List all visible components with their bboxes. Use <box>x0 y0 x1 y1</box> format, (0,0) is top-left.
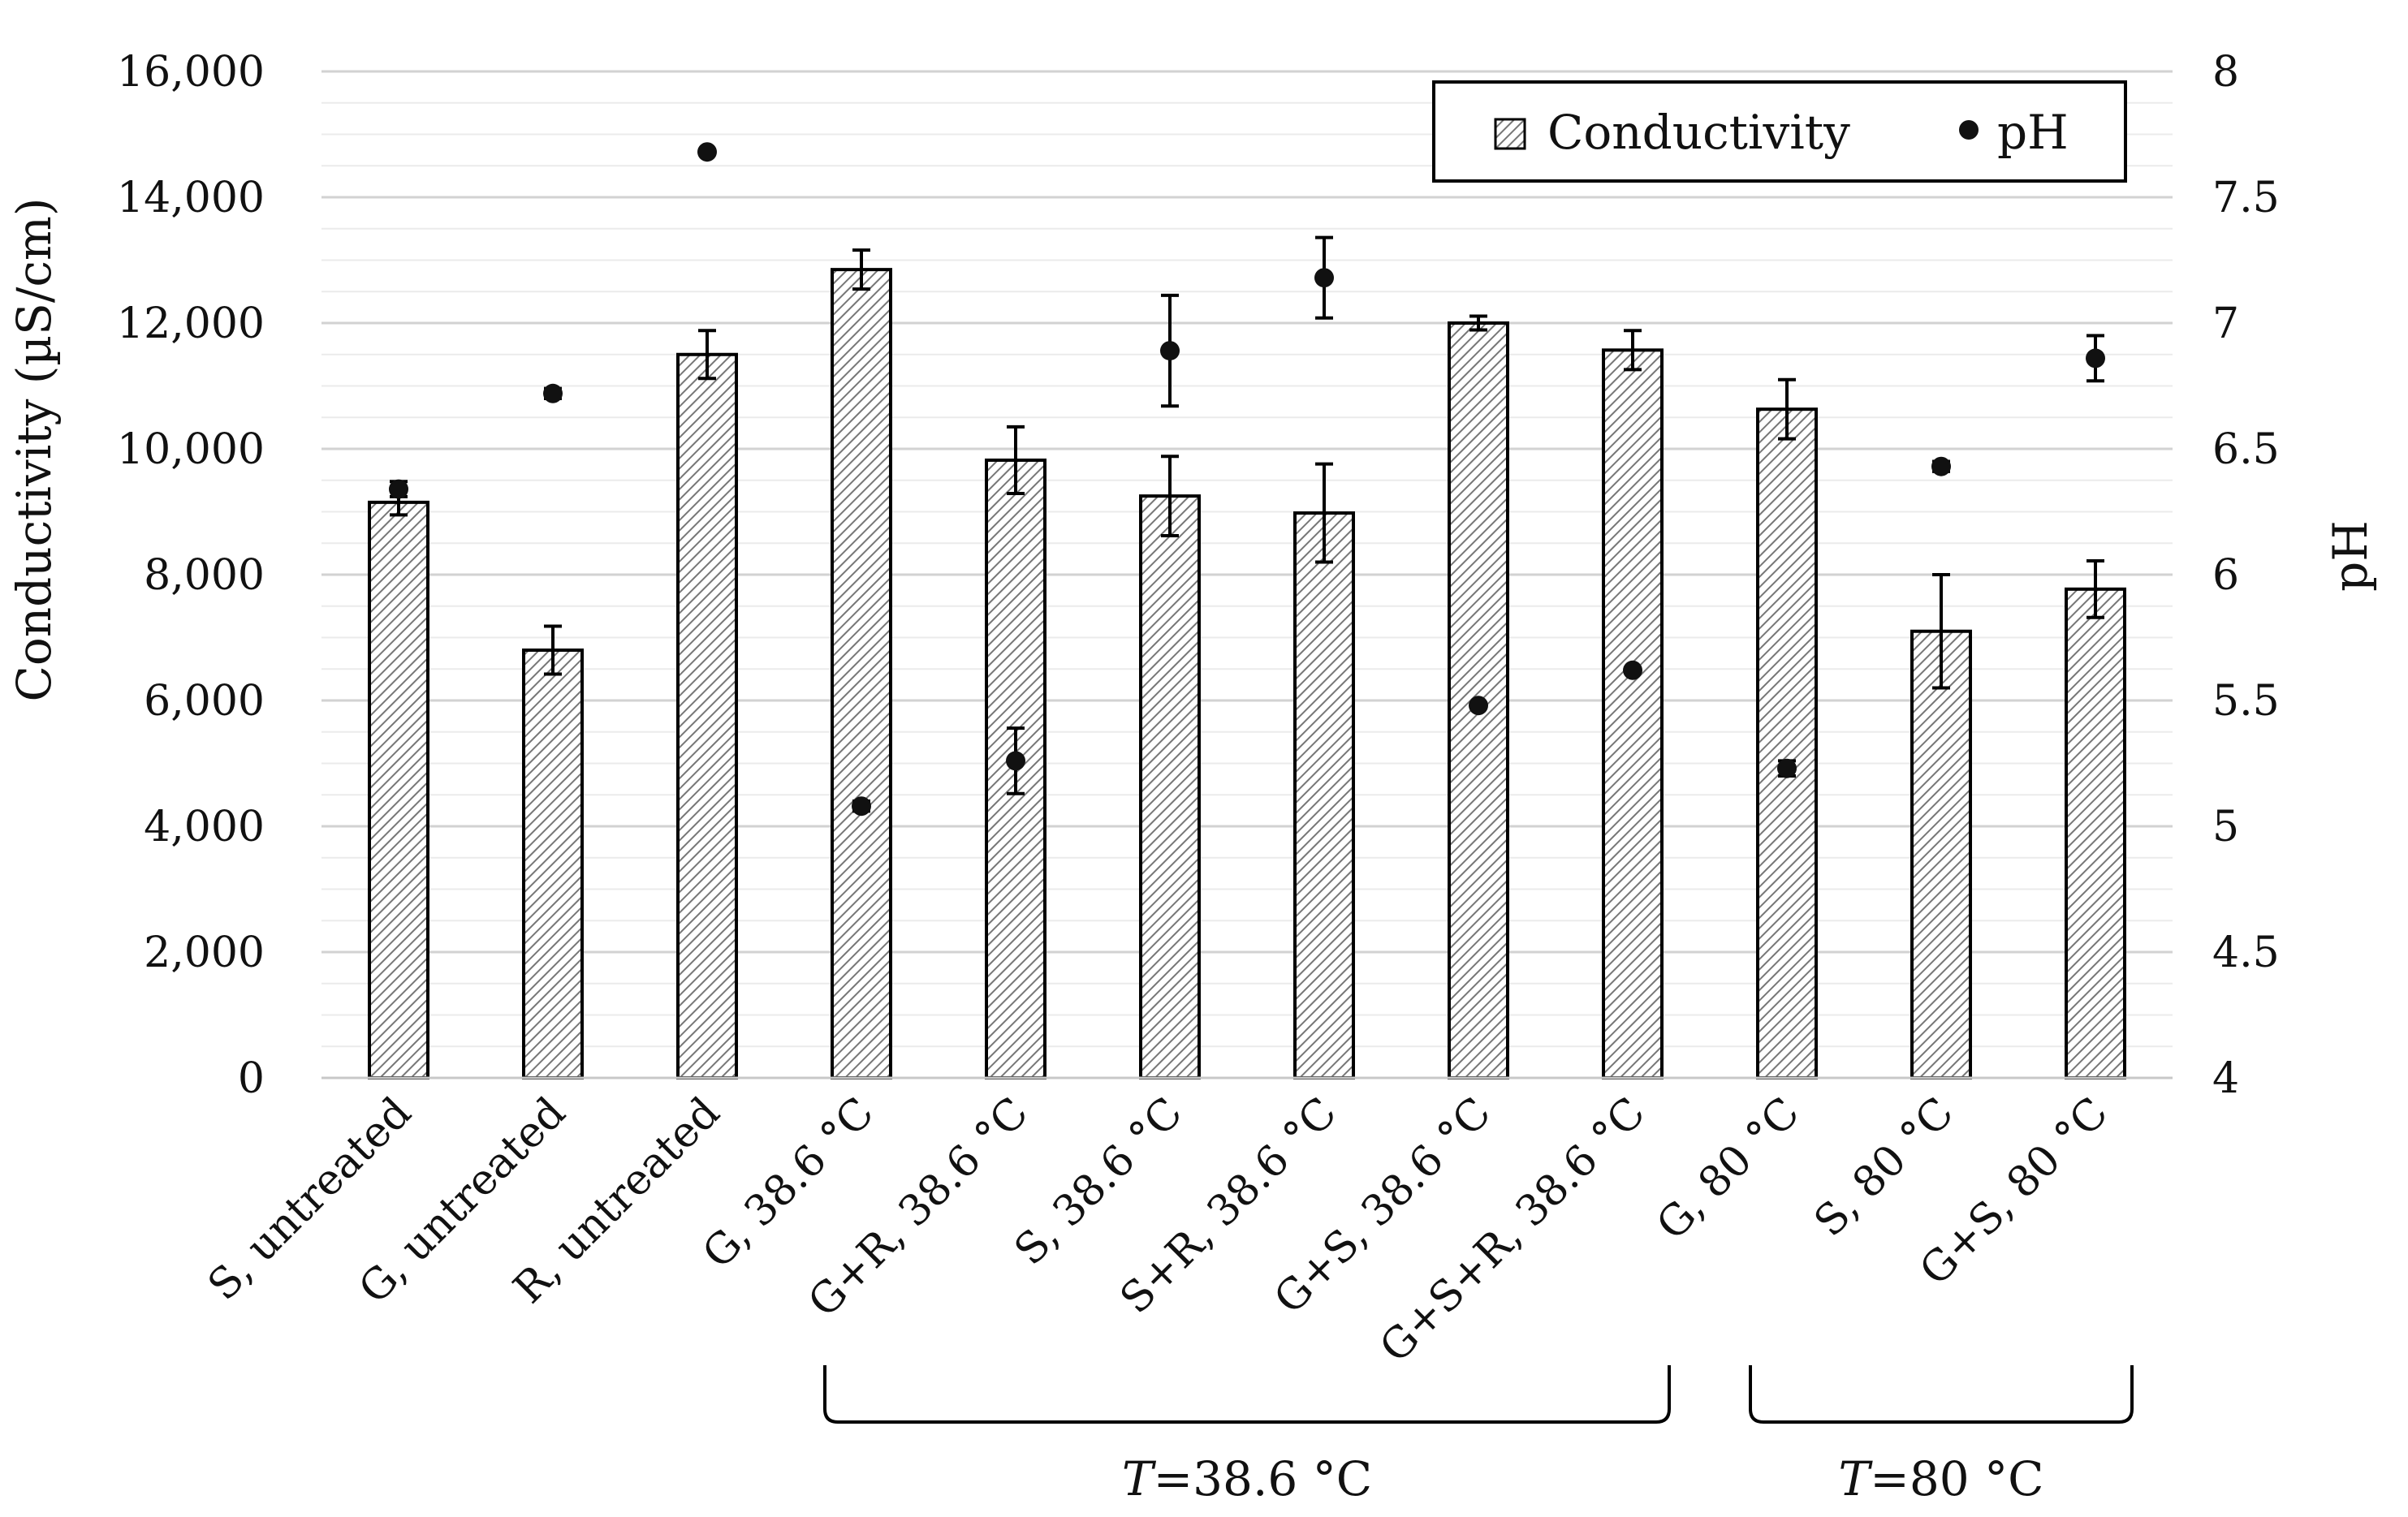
ph-point <box>2086 348 2105 368</box>
conductivity-error-bar <box>1778 377 1796 441</box>
ph-point <box>1931 456 1951 476</box>
legend-box <box>1432 80 2127 183</box>
ph-point <box>1160 341 1180 361</box>
y-tick-label: 12,000 <box>117 300 265 348</box>
conductivity-error-bar <box>544 624 562 676</box>
legend: Conductivity pH <box>1432 80 2127 183</box>
x-tick-label: G, 80 °C <box>1647 1088 1809 1250</box>
ph-point <box>1623 660 1642 680</box>
gridlines <box>321 70 2173 1048</box>
conductivity-error-bar <box>1624 329 1642 372</box>
conductivity-error-bar <box>2087 558 2104 619</box>
y2-tick-label: 5 <box>2212 803 2239 851</box>
x-tick-label: S, 80 °C <box>1806 1088 1964 1247</box>
bar-series <box>368 248 2126 1080</box>
conductivity-bar <box>1293 511 1355 1080</box>
legend-ph-marker <box>1959 120 1979 140</box>
group-bracket <box>823 1365 1671 1424</box>
conductivity-error-bar <box>852 248 870 291</box>
legend-ph-label: pH <box>1997 105 2069 160</box>
group-bracket <box>1749 1365 2134 1424</box>
y2-tick-label: 4 <box>2212 1054 2239 1103</box>
ph-point <box>1006 751 1025 771</box>
y-tick-label: 10,000 <box>117 425 265 474</box>
ph-point <box>1777 758 1797 778</box>
y2-tick-label: 8 <box>2212 48 2239 97</box>
y-tick-label: 4,000 <box>144 803 265 851</box>
conductivity-bar <box>522 649 584 1080</box>
y2-tick-label: 4.5 <box>2212 929 2280 977</box>
y-axis-title: Conductivity (µS/cm) <box>6 197 62 701</box>
conductivity-bar <box>831 268 892 1080</box>
legend-conductivity-label: Conductivity <box>1547 105 1850 160</box>
conductivity-bar <box>368 500 429 1080</box>
ph-series <box>389 142 2105 817</box>
x-tick-label: G+S+R, 38.6 °C <box>1370 1088 1655 1373</box>
conductivity-bar <box>1602 348 1664 1080</box>
ph-point <box>1469 696 1488 716</box>
temperature-groups: T=38.6 °C T=80 °C <box>823 1365 2134 1506</box>
conductivity-error-bar <box>1161 455 1179 537</box>
y-tick-label: 0 <box>238 1054 265 1103</box>
y-tick-label: 16,000 <box>117 48 265 97</box>
y2-tick-label: 5.5 <box>2212 677 2280 726</box>
y2-axis-title: pH <box>2323 520 2378 592</box>
conductivity-error-bar <box>1469 314 1487 332</box>
y-tick-label: 14,000 <box>117 174 265 222</box>
y-tick-label: 2,000 <box>144 929 265 977</box>
ph-point <box>852 796 871 817</box>
conductivity-bar <box>1756 407 1818 1080</box>
group-label: T=80 °C <box>1839 1451 2044 1506</box>
legend-conductivity-swatch <box>1494 118 1526 150</box>
y2-tick-label: 7 <box>2212 300 2239 348</box>
ph-point <box>389 479 408 499</box>
conductivity-bar <box>1910 629 1972 1080</box>
conductivity-error-bar <box>1007 425 1025 496</box>
ph-point <box>697 142 717 162</box>
group-label: T=38.6 °C <box>1122 1451 1372 1506</box>
conductivity-bar <box>1139 494 1201 1080</box>
conductivity-error-bar <box>1315 462 1333 564</box>
ph-point <box>543 383 563 403</box>
conductivity-bar <box>676 352 738 1080</box>
y2-tick-label: 6 <box>2212 551 2239 600</box>
conductivity-error-bar <box>698 329 716 381</box>
y2-tick-label: 6.5 <box>2212 425 2280 474</box>
y-tick-label: 8,000 <box>144 551 265 600</box>
y2-tick-label: 7.5 <box>2212 174 2280 222</box>
conductivity-error-bar <box>1932 573 1950 690</box>
y-tick-label: 6,000 <box>144 677 265 726</box>
conductivity-bar <box>2065 587 2126 1080</box>
ph-point <box>1314 268 1334 288</box>
